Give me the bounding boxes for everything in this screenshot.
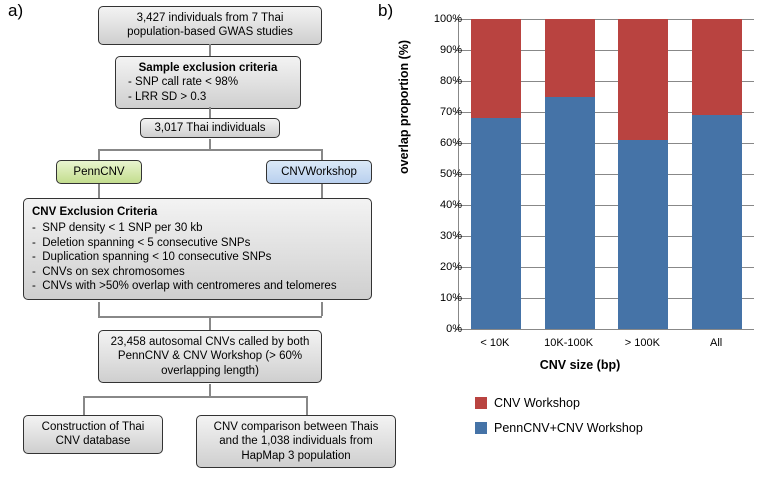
sample-exclusion-box: Sample exclusion criteria - SNP call rat… bbox=[115, 56, 301, 109]
x-tick-label: < 10K bbox=[458, 337, 532, 349]
connector bbox=[98, 149, 322, 151]
y-tick-label: 30% bbox=[417, 230, 462, 242]
cnv-ex-item: - Duplication spanning < 10 consecutive … bbox=[32, 250, 363, 264]
plot-area bbox=[458, 19, 754, 330]
legend-swatch bbox=[475, 422, 487, 434]
y-tick-label: 80% bbox=[417, 75, 462, 87]
bar-segment bbox=[692, 19, 742, 115]
y-tick-label: 90% bbox=[417, 44, 462, 56]
y-tick-label: 20% bbox=[417, 261, 462, 273]
cnv-exclusion-box: CNV Exclusion Criteria - SNP density < 1… bbox=[23, 198, 372, 300]
bar-group bbox=[618, 19, 668, 329]
out-left-box: Construction of Thai CNV database bbox=[23, 415, 163, 454]
chart-legend: CNV Workshop PennCNV+CNV Workshop bbox=[475, 396, 643, 446]
sample-ex-item: - SNP call rate < 98% bbox=[128, 75, 294, 89]
connector bbox=[321, 184, 323, 198]
both-called-text: 23,458 autosomal CNVs called by both Pen… bbox=[111, 336, 310, 377]
bar-segment bbox=[545, 19, 595, 97]
bar-group bbox=[692, 19, 742, 329]
sample-exclusion-title: Sample exclusion criteria bbox=[122, 61, 294, 75]
after-sample-text: 3,017 Thai individuals bbox=[154, 122, 265, 134]
connector bbox=[209, 107, 211, 118]
both-called-box: 23,458 autosomal CNVs called by both Pen… bbox=[98, 330, 322, 383]
grid-line bbox=[459, 329, 754, 330]
x-tick-label: > 100K bbox=[606, 337, 680, 349]
flow-start-text: 3,427 individuals from 7 Thai population… bbox=[127, 12, 293, 38]
connector bbox=[98, 184, 100, 198]
connector bbox=[306, 396, 308, 415]
x-tick-label: 10K-100K bbox=[532, 337, 606, 349]
out-right-box: CNV comparison between Thais and the 1,0… bbox=[196, 415, 396, 468]
penncnv-text: PennCNV bbox=[73, 166, 124, 178]
connector bbox=[321, 302, 323, 316]
bar-segment bbox=[692, 115, 742, 329]
y-tick-label: 0% bbox=[417, 323, 462, 335]
flow-start-box: 3,427 individuals from 7 Thai population… bbox=[98, 6, 322, 45]
out-right-text: CNV comparison between Thais and the 1,0… bbox=[214, 421, 379, 462]
panel-a-label: a) bbox=[8, 1, 23, 21]
bar-group bbox=[471, 19, 521, 329]
connector bbox=[209, 139, 211, 149]
after-sample-box: 3,017 Thai individuals bbox=[140, 118, 280, 138]
y-tick-label: 70% bbox=[417, 106, 462, 118]
bar-segment bbox=[471, 19, 521, 118]
cnvworkshop-box: CNVWorkshop bbox=[266, 160, 372, 184]
y-tick-label: 60% bbox=[417, 137, 462, 149]
cnv-exclusion-title: CNV Exclusion Criteria bbox=[32, 205, 363, 219]
penncnv-box: PennCNV bbox=[56, 160, 142, 184]
cnv-ex-item: - CNVs on sex chromosomes bbox=[32, 265, 363, 279]
connector bbox=[83, 396, 307, 398]
connector bbox=[83, 396, 85, 415]
legend-item: PennCNV+CNV Workshop bbox=[475, 421, 643, 435]
x-axis-title: CNV size (bp) bbox=[400, 358, 760, 372]
y-tick-label: 10% bbox=[417, 292, 462, 304]
out-left-text: Construction of Thai CNV database bbox=[42, 421, 145, 447]
bar-segment bbox=[545, 97, 595, 330]
connector bbox=[209, 384, 211, 396]
legend-item: CNV Workshop bbox=[475, 396, 643, 410]
connector bbox=[98, 302, 100, 316]
legend-label: PennCNV+CNV Workshop bbox=[494, 421, 643, 435]
bar-segment bbox=[618, 140, 668, 329]
connector bbox=[209, 316, 211, 330]
chart-panel: overlap proportion (%) CNV size (bp) CNV… bbox=[400, 4, 762, 499]
legend-swatch bbox=[475, 397, 487, 409]
connector bbox=[209, 44, 211, 56]
y-tick-label: 40% bbox=[417, 199, 462, 211]
connector bbox=[98, 149, 100, 160]
legend-label: CNV Workshop bbox=[494, 396, 580, 410]
cnv-ex-item: - SNP density < 1 SNP per 30 kb bbox=[32, 221, 363, 235]
y-axis-title: overlap proportion (%) bbox=[397, 40, 411, 174]
cnv-ex-item: - Deletion spanning < 5 consecutive SNPs bbox=[32, 236, 363, 250]
cnv-ex-item: - CNVs with >50% overlap with centromere… bbox=[32, 279, 363, 293]
bar-segment bbox=[471, 118, 521, 329]
panel-b-label: b) bbox=[378, 1, 393, 21]
sample-ex-item: - LRR SD > 0.3 bbox=[128, 90, 294, 104]
cnvworkshop-text: CNVWorkshop bbox=[281, 166, 357, 178]
bar-segment bbox=[618, 19, 668, 140]
y-tick-label: 100% bbox=[417, 13, 462, 25]
bar-group bbox=[545, 19, 595, 329]
x-tick-label: All bbox=[679, 337, 753, 349]
connector bbox=[321, 149, 323, 160]
y-tick-label: 50% bbox=[417, 168, 462, 180]
